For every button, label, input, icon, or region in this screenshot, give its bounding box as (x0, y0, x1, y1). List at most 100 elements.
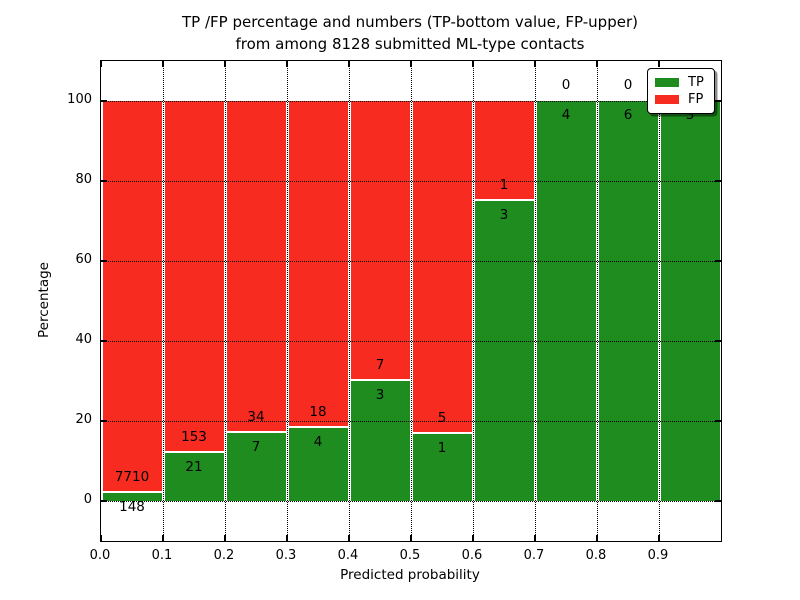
y-tick-label: 60 (75, 252, 92, 267)
fp-count-label: 7 (375, 357, 385, 373)
y-tick-mark (101, 180, 107, 182)
x-tick-mark (224, 61, 226, 67)
tp-count-label: 3 (375, 387, 385, 403)
y-tick-label: 0 (83, 492, 92, 507)
x-tick-mark (534, 535, 536, 541)
x-tick-label: 0.8 (585, 548, 607, 563)
fp-count-label: 1 (499, 177, 509, 193)
fp-count-label: 7710 (114, 469, 150, 486)
x-tick-mark (658, 535, 660, 541)
y-tick-mark (101, 340, 107, 342)
y-gridline (101, 340, 721, 342)
x-tick-label: 0.1 (151, 548, 173, 563)
fp-count-label: 18 (309, 404, 327, 421)
fp-legend-label: FP (688, 92, 704, 108)
y-tick-label: 80 (75, 172, 92, 187)
x-gridline (410, 61, 412, 541)
fp-bar (350, 101, 410, 379)
tp-bar (474, 201, 534, 501)
y-gridline (101, 180, 721, 182)
y-tick-mark (101, 100, 107, 102)
tp-count-label: 4 (313, 434, 323, 451)
tp-count-label: 1 (437, 440, 447, 457)
tp-bar (350, 381, 410, 501)
tp-count-label: 3 (499, 207, 509, 223)
y-tick-mark (101, 260, 107, 262)
x-tick-mark (410, 535, 412, 541)
fp-bar (412, 101, 472, 433)
chart-title-line2: from among 8128 submitted ML-type contac… (235, 35, 585, 53)
x-gridline (534, 61, 536, 541)
x-tick-mark (162, 61, 164, 67)
fp-count-label: 5 (437, 410, 447, 427)
y-gridline (101, 260, 721, 262)
x-tick-mark (224, 535, 226, 541)
x-tick-mark (472, 535, 474, 541)
fp-count-label: 0 (623, 77, 633, 93)
x-gridline (348, 61, 350, 541)
tp-bar (288, 428, 348, 501)
x-tick-label: 0.5 (399, 548, 421, 563)
x-tick-mark (534, 61, 536, 67)
x-tick-mark (286, 535, 288, 541)
tp-bar (412, 434, 472, 501)
x-gridline (658, 61, 660, 541)
y-gridline (101, 420, 721, 422)
x-tick-mark (348, 535, 350, 541)
x-tick-mark (100, 535, 102, 541)
tp-count-label: 4 (561, 107, 571, 123)
fp-count-label: 34 (247, 408, 265, 425)
y-axis-label: Percentage (36, 262, 52, 338)
fp-count-label: 0 (561, 77, 571, 93)
chart-plot-area: 771014815321347184735113040603 TP FP (100, 60, 722, 542)
y-tick-mark (715, 420, 721, 422)
x-tick-mark (286, 61, 288, 67)
tp-legend-label: TP (688, 74, 704, 90)
x-gridline (286, 61, 288, 541)
x-tick-label: 0.7 (523, 548, 545, 563)
tp-bar (164, 452, 224, 501)
chart-title-line1: TP /FP percentage and numbers (TP-bottom… (182, 13, 638, 31)
y-tick-mark (715, 340, 721, 342)
tp-bar (660, 101, 720, 501)
x-tick-mark (100, 61, 102, 67)
tp-count-label: 6 (623, 107, 633, 123)
x-tick-label: 0.6 (461, 548, 483, 563)
x-axis-label: Predicted probability (340, 567, 480, 583)
fp-bar (164, 101, 224, 451)
y-tick-mark (715, 100, 721, 102)
x-tick-mark (596, 61, 598, 67)
x-tick-mark (348, 61, 350, 67)
tp-legend-swatch (655, 77, 679, 87)
x-gridline (596, 61, 598, 541)
fp-bar (288, 101, 348, 427)
y-tick-label: 20 (75, 412, 92, 427)
y-gridline (101, 500, 721, 502)
y-tick-label: 40 (75, 332, 92, 347)
tp-bar (598, 101, 658, 501)
x-tick-label: 0.0 (89, 548, 111, 563)
y-tick-mark (715, 260, 721, 262)
legend-entry-tp: TP (655, 76, 707, 89)
x-tick-label: 0.9 (647, 548, 669, 563)
x-gridline (224, 61, 226, 541)
x-tick-mark (410, 61, 412, 67)
tp-bar (226, 432, 286, 501)
x-tick-mark (472, 61, 474, 67)
fp-bar (226, 101, 286, 431)
x-tick-label: 0.4 (337, 548, 359, 563)
y-tick-mark (715, 180, 721, 182)
fp-legend-swatch (655, 95, 679, 105)
y-tick-mark (101, 500, 107, 502)
x-tick-mark (162, 535, 164, 541)
legend: TP FP (647, 68, 715, 114)
x-gridline (162, 61, 164, 541)
y-gridline (101, 100, 721, 102)
x-tick-label: 0.3 (275, 548, 297, 563)
tp-count-label: 3 (685, 107, 695, 123)
tp-bar (102, 493, 162, 501)
fp-bar (102, 101, 162, 492)
x-tick-mark (596, 535, 598, 541)
y-tick-mark (715, 500, 721, 502)
tp-count-label: 148 (119, 499, 145, 516)
